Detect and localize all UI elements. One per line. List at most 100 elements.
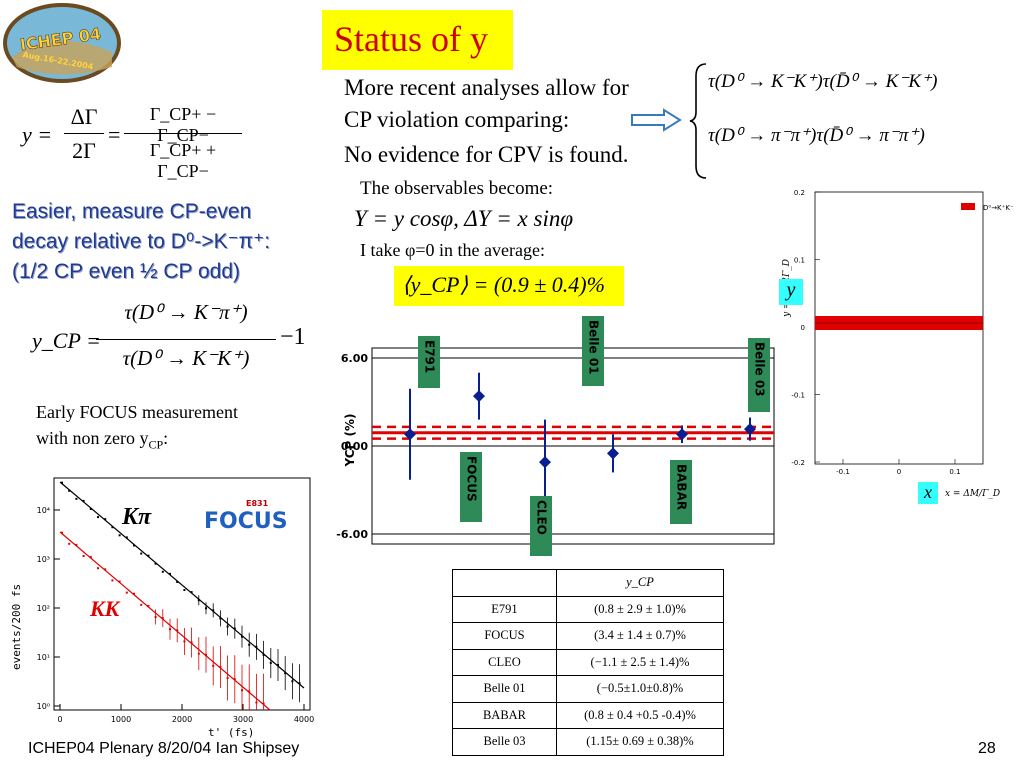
svg-text:events/200 fs: events/200 fs — [10, 584, 23, 670]
table-header-row: y_CP — [452, 569, 724, 597]
ichep-logo: ICHEP 04 Aug.16-22.2004 — [3, 3, 121, 83]
svg-text:BABAR: BABAR — [675, 464, 689, 510]
ycp-value-cell: (−0.5±1.0±0.8)% — [556, 675, 724, 703]
table-row: FOCUS (3.4 ± 1.4 ± 0.7)% — [452, 622, 724, 650]
fraction-bar — [124, 133, 242, 134]
svg-text:0.1: 0.1 — [949, 468, 960, 476]
x-y-allowed-region-plot: 0.20.10-0.1-0.2-0.100.1 D⁰→K⁺K⁻ y = ΔΓ/2… — [782, 189, 1014, 499]
svg-text:Belle 03: Belle 03 — [753, 342, 767, 397]
y-badge: y — [779, 279, 803, 305]
svg-text:E831: E831 — [246, 499, 269, 508]
ycp-def-lhs: y_CP = — [32, 328, 101, 353]
svg-text:E791: E791 — [423, 340, 437, 373]
experiment-label-cleo: CLEO — [530, 496, 552, 556]
page-number: 28 — [978, 740, 996, 757]
y-def-num2: Γ_CP+ − Γ_CP− — [149, 104, 217, 145]
table-header-ycp: y_CP — [556, 569, 724, 597]
ycp-average: ⟨y_CP⟩ = (0.9 ± 0.4)% — [394, 266, 624, 306]
fraction-bar — [64, 133, 104, 134]
svg-text:10³: 10³ — [37, 555, 50, 564]
svg-text:-0.1: -0.1 — [791, 392, 805, 400]
experiment-label-e791: E791 — [418, 336, 440, 388]
table-header-empty — [452, 569, 557, 597]
experiment-cell: FOCUS — [452, 622, 557, 650]
experiment-cell: Belle 03 — [452, 728, 557, 756]
focus-lifetime-plot: 0 1000 2000 3000 4000 10⁰ 10¹ 10² 10³ 10⁴ events/… — [10, 477, 314, 739]
slide-title: Status of y — [322, 10, 513, 70]
svg-text:10⁴: 10⁴ — [37, 506, 50, 515]
svg-text:t' (fs): t' (fs) — [208, 726, 254, 739]
table-row: Belle 01 (−0.5±1.0±0.8)% — [452, 675, 724, 703]
svg-text:FOCUS: FOCUS — [465, 456, 479, 502]
svg-text:CLEO: CLEO — [535, 500, 549, 535]
ycp-summary-chart: 6.00 0.00 -6.00 YCP (%) E791 FOCUS CLEO Belle… — [336, 316, 775, 556]
svg-text:Kπ: Kπ — [121, 504, 152, 530]
ycp-value-cell: (1.15± 0.69 ± 0.38)% — [556, 728, 724, 756]
svg-text:Belle 01: Belle 01 — [587, 320, 601, 375]
svg-text:3000: 3000 — [233, 715, 253, 724]
svg-text:4000: 4000 — [294, 715, 314, 724]
curly-brace — [689, 63, 707, 179]
y-def-lhs: y = — [22, 122, 53, 147]
ycp-value-cell: (0.8 ± 2.9 ± 1.0)% — [556, 595, 724, 623]
ycp-def-den: τ(D⁰ → K⁻K⁺) — [122, 346, 250, 370]
early-line-2: with non zero yCP: — [36, 428, 169, 452]
svg-text:2000: 2000 — [172, 715, 192, 724]
svg-text:0.2: 0.2 — [794, 189, 805, 197]
svg-text:-0.1: -0.1 — [836, 468, 850, 476]
experiment-label-babar: BABAR — [670, 460, 692, 524]
experiment-label-focus: FOCUS — [460, 452, 482, 522]
intro-line-2: CP violation comparing: — [344, 107, 570, 132]
tau-kk-equation: τ(D⁰ → K⁻K⁺)τ(D̄⁰ → K⁻K⁺) — [708, 71, 938, 92]
easier-line-2: decay relative to D⁰->K⁻π⁺: — [12, 230, 271, 253]
ycp-def-tail: −1 — [280, 324, 306, 350]
ycp-ytick-label: 0.00 — [341, 440, 368, 453]
svg-text:1000: 1000 — [111, 715, 131, 724]
easier-line-3: (1/2 CP even ½ CP odd) — [12, 260, 241, 283]
svg-text:0: 0 — [57, 715, 62, 724]
observables-equation: Y = y cosφ, ΔY = x sinφ — [354, 206, 574, 231]
experiment-cell: Belle 01 — [452, 675, 557, 703]
ycp-def-num: τ(D⁰ → K⁻π⁺) — [124, 300, 248, 324]
early-line-1: Early FOCUS measurement — [36, 402, 238, 422]
intro-line-1: More recent analyses allow for — [344, 75, 629, 100]
svg-text:10¹: 10¹ — [37, 653, 50, 662]
svg-text:0: 0 — [897, 468, 901, 476]
data-point-cleo — [539, 456, 551, 469]
svg-text:10⁰: 10⁰ — [37, 702, 50, 711]
intro-line-3: No evidence for CPV is found. — [344, 142, 629, 167]
experiment-cell: BABAR — [452, 701, 557, 729]
y-def-den1: 2Γ — [72, 138, 96, 163]
svg-text:FOCUS: FOCUS — [204, 509, 288, 534]
svg-text:10²: 10² — [37, 604, 50, 613]
y-def-num1: ΔΓ — [70, 104, 98, 129]
easier-line-1: Easier, measure CP-even — [12, 200, 252, 223]
ycp-ytick-label: -6.00 — [336, 528, 368, 541]
y-def-eq: = — [108, 122, 121, 147]
svg-text:KK: KK — [89, 596, 121, 621]
y-def-den2: Γ_CP+ + Γ_CP− — [149, 140, 217, 181]
ycp-results-table: y_CP E791 (0.8 ± 2.9 ± 1.0)% FOCUS (3.4 ± 1… — [452, 569, 724, 756]
svg-text:0: 0 — [801, 324, 805, 332]
svg-text:D⁰→K⁺K⁻: D⁰→K⁺K⁻ — [983, 204, 1014, 212]
table-row: E791 (0.8 ± 2.9 ± 1.0)% — [452, 595, 724, 623]
svg-text:-0.2: -0.2 — [791, 459, 805, 467]
experiment-label-belle-01: Belle 01 — [582, 316, 604, 386]
svg-text:x = ΔM/Γ_D: x = ΔM/Γ_D — [945, 489, 1000, 499]
footer-text: ICHEP04 Plenary 8/20/04 Ian Shipsey — [28, 740, 300, 757]
phi-note: I take φ=0 in the average: — [360, 240, 545, 260]
observables-intro: The observables become: — [360, 178, 554, 199]
ycp-value-cell: (3.4 ± 1.4 ± 0.7)% — [556, 622, 724, 650]
ycp-value-cell: (0.8 ± 0.4 +0.5 -0.4)% — [556, 701, 724, 729]
data-point-belle-01 — [607, 447, 619, 460]
experiment-cell: CLEO — [452, 648, 557, 676]
svg-text:YCP (%): YCP (%) — [343, 413, 357, 467]
data-point-babar — [676, 428, 688, 441]
x-badge: x — [918, 482, 938, 504]
data-point-e791 — [404, 428, 416, 441]
table-row: CLEO (−1.1 ± 2.5 ± 1.4)% — [452, 648, 724, 676]
fraction-bar — [96, 339, 276, 340]
table-row: Belle 03 (1.15± 0.69 ± 0.38)% — [452, 728, 724, 756]
experiment-label-belle-03: Belle 03 — [748, 338, 770, 412]
table-row: BABAR (0.8 ± 0.4 +0.5 -0.4)% — [452, 701, 724, 729]
